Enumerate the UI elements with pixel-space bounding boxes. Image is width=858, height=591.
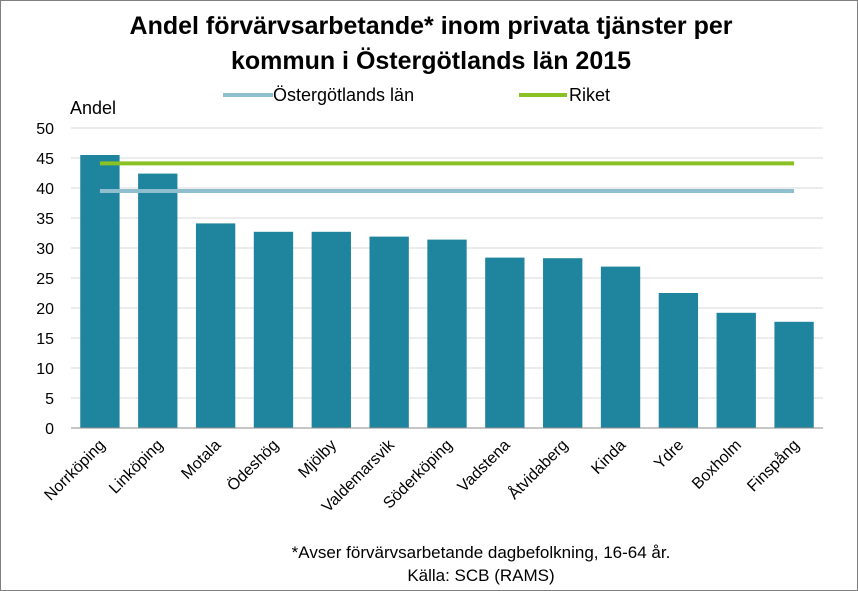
x-tick-label: Åtvidaberg	[504, 435, 572, 503]
x-tick-label: Finspång	[744, 436, 803, 495]
legend-label-riket: Riket	[569, 85, 610, 105]
bar-linköping	[138, 173, 178, 428]
bars	[80, 155, 814, 428]
bar-boxholm	[716, 312, 756, 428]
x-tick-label: Boxholm	[689, 437, 745, 493]
y-tick-label: 5	[45, 391, 54, 408]
y-tick-label: 10	[36, 361, 54, 378]
x-tick-label: Mjölby	[295, 437, 340, 482]
bar-söderköping	[427, 239, 467, 428]
x-tick-label: Kinda	[588, 437, 629, 478]
y-axis-ticks: 0 5 10 15 20 25 30 35 40 45 50	[36, 121, 54, 438]
x-tick-label: Linköping	[106, 437, 166, 497]
chart-title-line2: kommun i Östergötlands län 2015	[231, 46, 631, 75]
footnote-line1: *Avser förvärvsarbetande dagbefolkning, …	[292, 543, 671, 562]
bar-valdemarsvik	[369, 236, 409, 428]
bar-kinda	[600, 266, 641, 428]
y-tick-label: 25	[36, 271, 54, 288]
y-tick-label: 40	[36, 181, 54, 198]
x-tick-label: Ydre	[651, 437, 687, 473]
y-tick-label: 0	[45, 421, 54, 438]
legend-label-ostergotland: Östergötlands län	[273, 85, 414, 105]
bar-åtvidaberg	[543, 258, 583, 428]
y-tick-label: 15	[36, 331, 54, 348]
x-tick-label: Ödeshög	[224, 436, 283, 495]
x-tick-label: Motala	[178, 437, 224, 483]
bar-norrköping	[80, 155, 120, 428]
bar-motala	[195, 223, 236, 428]
x-tick-label: Vadstena	[455, 437, 514, 496]
footnote-source: Källa: SCB (RAMS)	[407, 566, 554, 585]
bar-mjölby	[311, 231, 351, 428]
chart-title-line1: Andel förvärvsarbetande* inom privata tj…	[130, 12, 733, 40]
y-tick-label: 35	[36, 211, 54, 228]
y-tick-label: 20	[36, 301, 54, 318]
y-tick-label: 30	[36, 241, 54, 258]
y-tick-label: 45	[36, 151, 54, 168]
legend: Östergötlands län Riket	[223, 85, 610, 105]
y-tick-label: 50	[36, 121, 54, 138]
bar-ödeshög	[253, 231, 294, 428]
bar-vadstena	[485, 257, 525, 428]
y-axis-label: Andel	[70, 98, 116, 118]
bar-ydre	[658, 293, 699, 428]
x-tick-label: Norrköping	[41, 437, 108, 504]
reference-lines	[99, 161, 795, 193]
bar-finspång	[774, 321, 814, 428]
